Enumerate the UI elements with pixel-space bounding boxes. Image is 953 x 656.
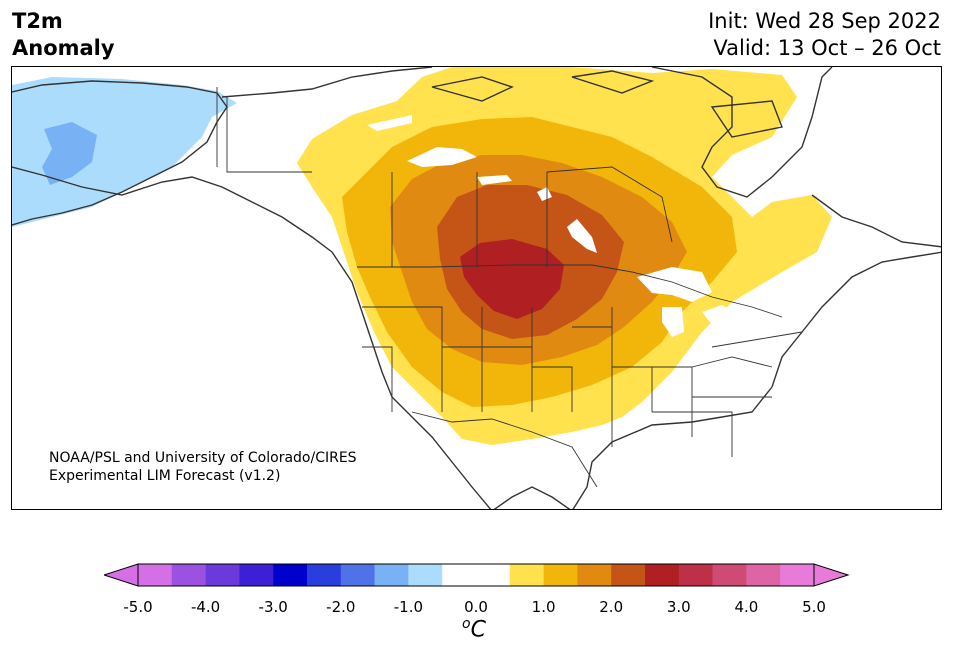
great-lakes — [637, 267, 742, 337]
colorbar-cell — [780, 564, 815, 586]
anomaly-neg-1-5 — [42, 122, 97, 185]
map-title: T2m Anomaly — [12, 8, 115, 62]
colorbar-cell — [712, 564, 747, 586]
political-borders — [216, 87, 803, 488]
atlantic-coast — [771, 251, 941, 388]
colorbar-cell — [374, 564, 409, 586]
colorbar-cell — [746, 564, 781, 586]
colorbar-tick-label: 1.0 — [531, 598, 556, 616]
colorbar-tick-label: 0.0 — [464, 598, 488, 616]
colorbar-cells — [138, 564, 815, 586]
colorbar-tick-label: 4.0 — [734, 598, 759, 616]
data-credit: NOAA/PSL and University of Colorado/CIRE… — [49, 449, 357, 485]
colorbar-cell — [239, 564, 274, 586]
units-label: C — [470, 617, 486, 643]
colorbar-cell — [205, 564, 240, 586]
alaska-peninsula — [12, 166, 333, 253]
colorbar-outline — [137, 563, 815, 587]
forecast-dates: Init: Wed 28 Sep 2022 Valid: 13 Oct – 26… — [708, 8, 941, 62]
arctic-islands — [431, 70, 783, 138]
units-superscript: o — [462, 616, 471, 632]
anomaly-map — [11, 66, 942, 510]
colorbar-over-arrow — [813, 563, 850, 587]
colorbar-cell — [408, 564, 443, 586]
us-canada-border — [357, 264, 783, 318]
colorbar-cell — [509, 564, 544, 586]
hudson-bay-coast — [651, 67, 833, 198]
colorbar-cell — [543, 564, 578, 586]
credit-line-1: NOAA/PSL and University of Colorado/CIRE… — [49, 450, 357, 466]
variable-name-line2: Anomaly — [12, 36, 115, 60]
us-states-east — [652, 331, 803, 457]
colorbar-tick-label: -2.0 — [326, 598, 356, 616]
colorbar-cell — [678, 564, 713, 586]
colorbar-cell — [138, 564, 173, 586]
colorbar-cell — [577, 564, 612, 586]
colorbar-units: oC — [462, 616, 486, 642]
hudson-bay-lake-patches — [367, 115, 597, 253]
credit-line-2: Experimental LIM Forecast (v1.2) — [49, 468, 281, 484]
colorbar-cell — [645, 564, 680, 586]
labrador-coast — [811, 194, 941, 248]
us-mexico-border — [411, 411, 598, 488]
colorbar-cell — [442, 564, 477, 586]
colorbar-tick-label: 5.0 — [802, 598, 826, 616]
colorbar — [104, 563, 850, 587]
colorbar-cell — [476, 564, 511, 586]
colorbar-tick-label: -1.0 — [393, 598, 424, 616]
colorbar-tick-label: 3.0 — [666, 598, 691, 616]
mexico-coast — [493, 486, 571, 509]
variable-name: T2m — [12, 9, 63, 33]
us-states-west — [362, 306, 653, 412]
colorbar-tick-label: -3.0 — [258, 598, 288, 616]
colorbar-tick-label: -4.0 — [190, 598, 221, 616]
alaska-coast — [12, 80, 228, 226]
anomaly-neg-1 — [12, 77, 237, 227]
init-date: Init: Wed 28 Sep 2022 — [708, 9, 941, 33]
us-states-central — [482, 326, 773, 447]
anomaly-pos-2-5 — [460, 239, 564, 319]
colorbar-cell — [171, 564, 206, 586]
valid-range: Valid: 13 Oct – 26 Oct — [713, 36, 941, 60]
canada-arctic-coast — [221, 67, 433, 98]
map-canvas — [12, 67, 941, 509]
colorbar-cell — [273, 564, 308, 586]
colorbar-tick-label: -5.0 — [123, 598, 153, 616]
canada-provinces — [226, 97, 673, 267]
colorbar-under-arrow — [104, 563, 139, 587]
colorbar-tick-labels: -5.0 -4.0 -3.0 -2.0 -1.0 0.0 1.0 2.0 3.0 4.0 5.0 — [0, 598, 953, 618]
colorbar-cell — [340, 564, 375, 586]
colorbar-tick-label: 2.0 — [599, 598, 624, 616]
colorbar-cell — [611, 564, 646, 586]
gulf-coast — [572, 386, 773, 509]
colorbar-cell — [307, 564, 342, 586]
